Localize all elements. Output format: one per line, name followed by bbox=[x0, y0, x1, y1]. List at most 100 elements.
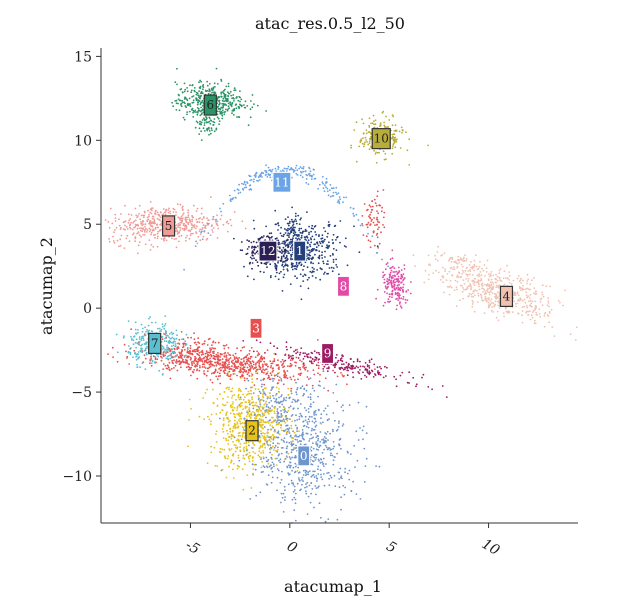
point-cluster-5 bbox=[173, 238, 176, 241]
point-cluster-9 bbox=[366, 365, 369, 368]
point-cluster-9 bbox=[335, 354, 338, 356]
point-cluster-4 bbox=[527, 310, 530, 313]
point-cluster-7 bbox=[150, 330, 153, 333]
point-cluster-7 bbox=[134, 328, 137, 331]
point-cluster-4 bbox=[545, 285, 548, 288]
point-cluster-1 bbox=[302, 280, 305, 282]
point-cluster-9 bbox=[379, 373, 382, 376]
point-cluster-0 bbox=[306, 513, 309, 515]
point-cluster-6 bbox=[194, 90, 196, 93]
point-cluster-1 bbox=[300, 227, 303, 230]
point-cluster-4 bbox=[461, 269, 464, 272]
point-cluster-3 bbox=[255, 362, 257, 365]
point-cluster-3 bbox=[371, 205, 374, 208]
point-cluster-0 bbox=[266, 466, 269, 469]
point-cluster-1 bbox=[246, 239, 249, 242]
point-cluster-0 bbox=[288, 397, 291, 400]
point-cluster-0 bbox=[336, 400, 338, 403]
point-cluster-5 bbox=[120, 226, 122, 229]
point-cluster-3 bbox=[243, 346, 246, 348]
point-cluster-4 bbox=[489, 281, 492, 284]
point-cluster-6 bbox=[219, 111, 222, 113]
point-cluster-3 bbox=[212, 354, 215, 357]
point-cluster-4 bbox=[412, 254, 415, 257]
point-cluster-4 bbox=[525, 291, 528, 293]
point-cluster-2 bbox=[247, 441, 250, 444]
point-cluster-1 bbox=[309, 270, 312, 273]
point-cluster-0 bbox=[274, 444, 277, 447]
point-cluster-1 bbox=[279, 232, 282, 235]
point-cluster-3 bbox=[194, 350, 197, 353]
point-cluster-4 bbox=[466, 286, 469, 288]
point-cluster-3 bbox=[232, 354, 235, 357]
point-cluster-3 bbox=[192, 349, 194, 352]
point-cluster-5 bbox=[191, 218, 194, 221]
point-cluster-3 bbox=[271, 362, 274, 365]
point-cluster-2 bbox=[258, 455, 261, 458]
point-cluster-2 bbox=[229, 405, 232, 408]
point-cluster-1 bbox=[277, 278, 280, 281]
point-cluster-3 bbox=[203, 363, 206, 366]
point-cluster-4 bbox=[466, 275, 469, 277]
point-cluster-5 bbox=[172, 207, 175, 210]
point-cluster-2 bbox=[286, 456, 289, 459]
point-cluster-2 bbox=[258, 447, 261, 450]
point-cluster-7 bbox=[147, 324, 150, 327]
point-cluster-9 bbox=[340, 357, 343, 359]
point-cluster-5 bbox=[136, 223, 139, 226]
point-cluster-5 bbox=[185, 236, 187, 239]
point-cluster-1 bbox=[270, 275, 272, 277]
point-cluster-3 bbox=[280, 361, 282, 363]
point-cluster-1 bbox=[287, 250, 289, 253]
point-cluster-3 bbox=[249, 357, 252, 360]
point-cluster-2 bbox=[247, 411, 250, 414]
point-cluster-6 bbox=[234, 104, 237, 106]
point-cluster-5 bbox=[136, 216, 139, 219]
point-cluster-0 bbox=[262, 399, 265, 402]
point-cluster-1 bbox=[288, 222, 291, 224]
point-cluster-3 bbox=[242, 357, 245, 360]
point-cluster-0 bbox=[306, 421, 309, 423]
point-cluster-3 bbox=[249, 367, 252, 369]
point-cluster-0 bbox=[247, 379, 250, 382]
point-cluster-1 bbox=[317, 244, 320, 247]
point-cluster-9 bbox=[370, 369, 373, 372]
point-cluster-1 bbox=[291, 224, 294, 227]
point-cluster-3 bbox=[152, 355, 155, 358]
point-cluster-9 bbox=[299, 351, 302, 354]
point-cluster-5 bbox=[144, 243, 147, 246]
point-cluster-1 bbox=[294, 231, 297, 234]
point-cluster-7 bbox=[174, 351, 176, 354]
point-cluster-3 bbox=[204, 367, 207, 369]
point-cluster-5 bbox=[144, 229, 147, 231]
point-cluster-3 bbox=[195, 348, 198, 351]
point-cluster-0 bbox=[266, 403, 268, 406]
point-cluster-4 bbox=[480, 283, 483, 286]
point-cluster-2 bbox=[234, 419, 236, 422]
point-cluster-7 bbox=[164, 348, 167, 351]
point-cluster-0 bbox=[294, 465, 297, 468]
point-cluster-0 bbox=[282, 400, 285, 402]
point-cluster-3 bbox=[223, 355, 226, 358]
point-cluster-9 bbox=[395, 378, 397, 381]
point-cluster-3 bbox=[271, 371, 274, 373]
point-cluster-5 bbox=[153, 220, 156, 223]
point-cluster-4 bbox=[520, 289, 522, 292]
point-cluster-9 bbox=[422, 373, 425, 376]
point-cluster-1 bbox=[286, 258, 289, 260]
point-cluster-3 bbox=[273, 360, 276, 363]
point-cluster-6 bbox=[239, 103, 241, 106]
point-cluster-9 bbox=[334, 366, 336, 369]
point-cluster-0 bbox=[288, 456, 291, 458]
point-cluster-1 bbox=[275, 271, 278, 274]
point-cluster-4 bbox=[488, 273, 490, 276]
point-cluster-9 bbox=[274, 353, 277, 356]
point-cluster-2 bbox=[253, 463, 256, 466]
point-cluster-3 bbox=[191, 364, 194, 367]
point-cluster-3 bbox=[273, 378, 275, 380]
point-cluster-6 bbox=[180, 105, 183, 108]
point-cluster-2 bbox=[269, 392, 271, 395]
point-cluster-5 bbox=[175, 224, 178, 227]
point-cluster-4 bbox=[551, 326, 554, 328]
point-cluster-3 bbox=[212, 347, 215, 350]
